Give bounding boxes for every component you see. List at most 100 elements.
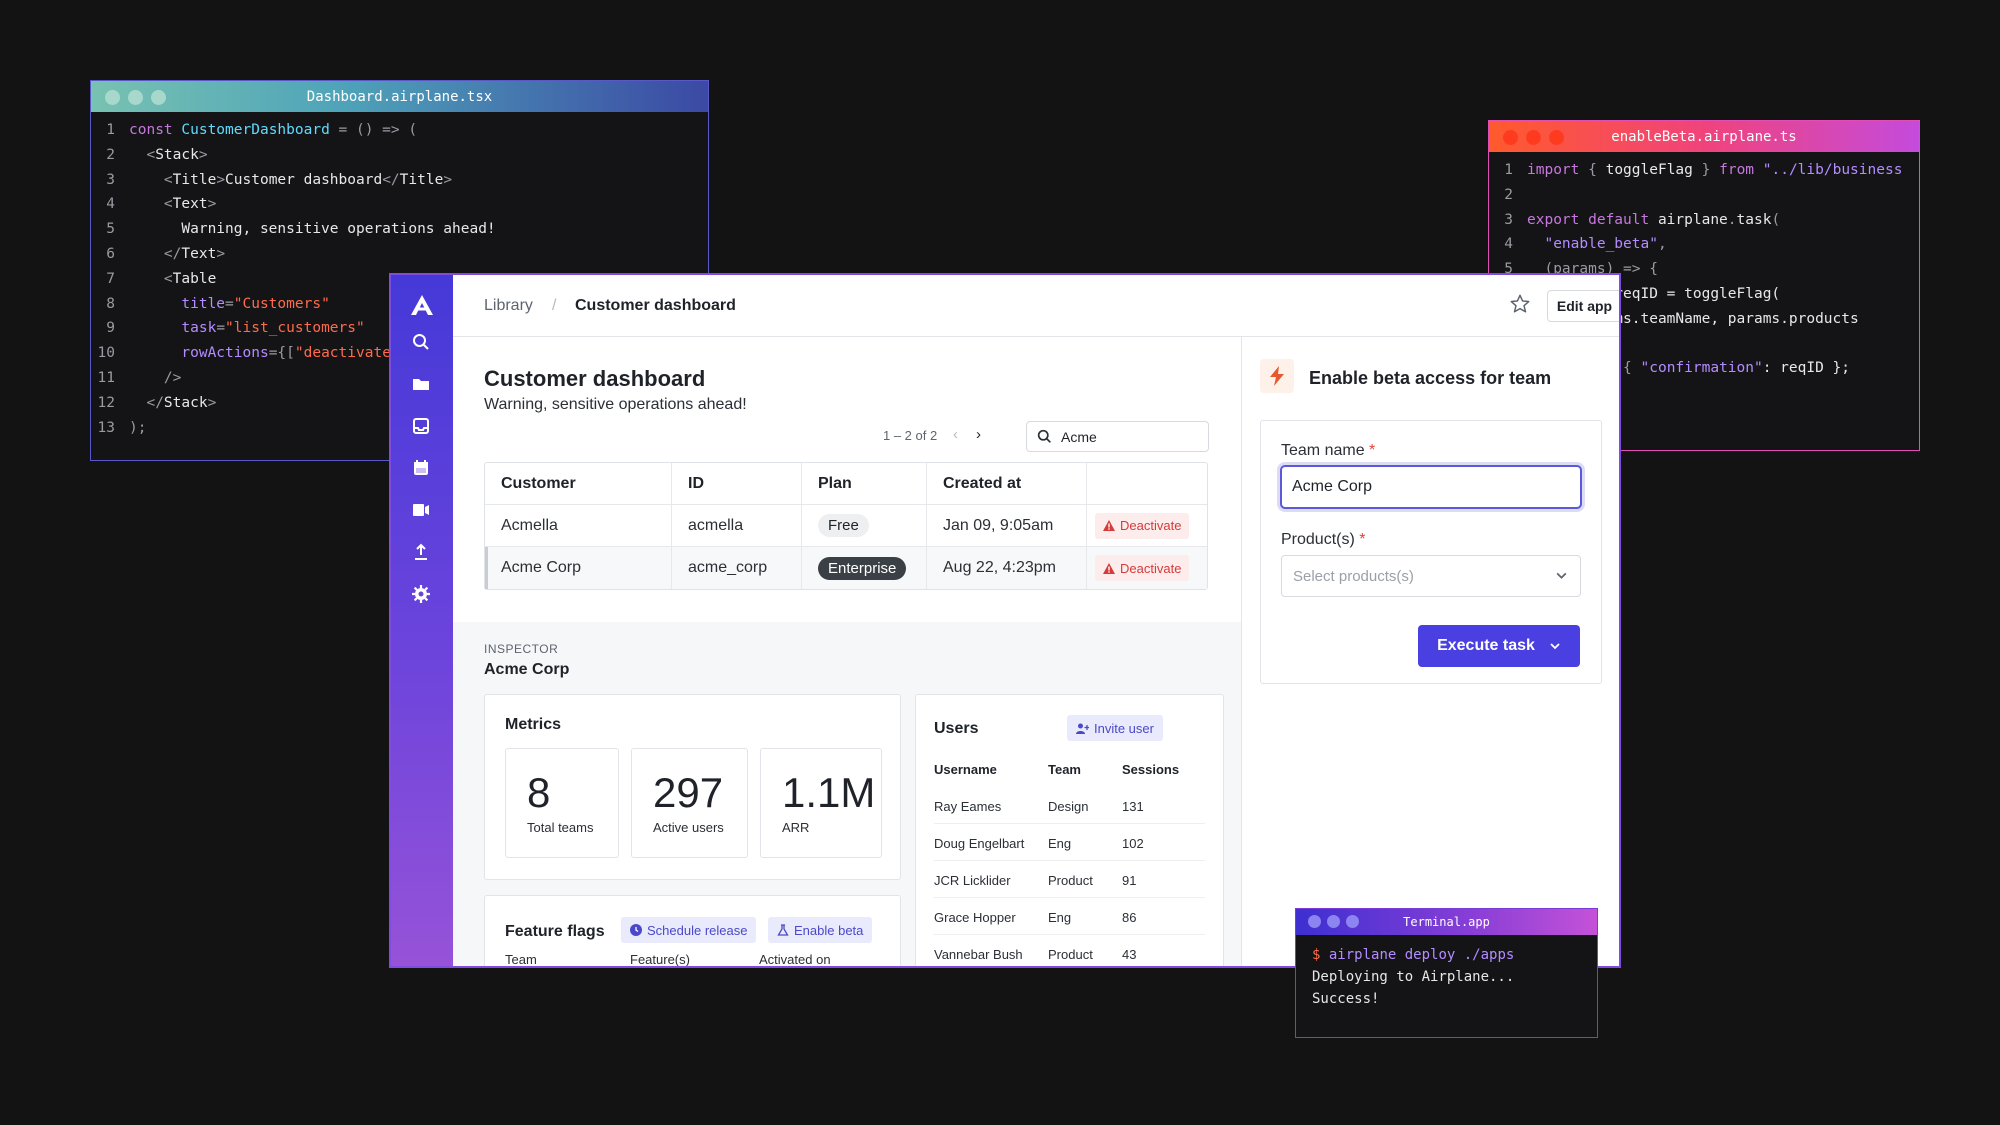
table-row-selected[interactable]: Acme Corp acme_corp Enterprise Aug 22, 4… xyxy=(485,547,1207,589)
minimize-window-icon[interactable] xyxy=(128,90,143,105)
code-line: 1 const CustomerDashboard = () => ( xyxy=(91,118,708,143)
column-header: Sessions xyxy=(1122,762,1180,777)
calendar-icon[interactable] xyxy=(410,457,432,479)
metric-value: 297 xyxy=(653,769,724,816)
inbox-icon[interactable] xyxy=(410,415,432,437)
column-header: Team xyxy=(1048,762,1081,777)
table-row[interactable]: Acmella acmella Free Jan 09, 9:05am Deac… xyxy=(485,505,1207,547)
line-number: 8 xyxy=(106,295,115,312)
code-token: } xyxy=(1692,162,1720,178)
team-cell: Eng xyxy=(1048,836,1072,851)
team-name-label-text: Team name xyxy=(1281,442,1365,459)
code-token: < xyxy=(129,270,173,287)
prev-page-icon[interactable]: ‹ xyxy=(953,426,958,443)
metric-label: Active users xyxy=(653,820,724,835)
code-token: Text xyxy=(172,196,208,213)
upload-icon[interactable] xyxy=(410,541,432,563)
search-icon[interactable] xyxy=(410,331,432,353)
code-token: </ xyxy=(129,394,164,411)
inspector-section: INSPECTOR Acme Corp Metrics 8 Total team… xyxy=(453,622,1241,966)
username-cell: Ray Eames xyxy=(934,799,1002,814)
sessions-cell: 91 xyxy=(1122,873,1137,888)
users-card: Users Invite user Username Team Sessions… xyxy=(915,694,1224,966)
code-token: "Customers" xyxy=(233,295,330,312)
action-cell: Deactivate xyxy=(1087,547,1207,589)
terminal-output[interactable]: $ airplane deploy ./apps Deploying to Ai… xyxy=(1296,935,1597,1019)
column-header: Username xyxy=(934,762,997,777)
code-token: toggleFlag xyxy=(1605,162,1693,178)
code-token: const xyxy=(129,122,182,138)
products-label: Product(s) * xyxy=(1281,531,1365,549)
table-row[interactable]: Grace Hopper Eng 86 xyxy=(934,898,1205,935)
column-header: Activated on xyxy=(759,952,831,967)
column-header[interactable]: ID xyxy=(672,463,802,504)
column-header[interactable]: Plan xyxy=(802,463,927,504)
invite-user-button[interactable]: Invite user xyxy=(1067,715,1163,741)
table-row[interactable]: JCR Licklider Product 91 xyxy=(934,861,1205,898)
code-token: Stack xyxy=(155,146,199,163)
required-mark: * xyxy=(1369,442,1376,459)
pagination-count: 1 – 2 of 2 xyxy=(883,428,938,443)
enable-beta-button[interactable]: Enable beta xyxy=(768,917,873,943)
minimize-window-icon[interactable] xyxy=(1526,130,1541,145)
metric-tile: 297 Active users xyxy=(631,748,748,858)
table-header-row: Customer ID Plan Created at xyxy=(485,463,1207,505)
id-cell: acme_corp xyxy=(672,547,802,589)
app-header: Library / Customer dashboard Edit app xyxy=(453,275,1619,337)
gear-icon[interactable] xyxy=(410,583,432,605)
close-window-icon[interactable] xyxy=(1308,915,1321,928)
breadcrumb-library[interactable]: Library xyxy=(484,297,533,314)
metrics-title: Metrics xyxy=(505,716,562,733)
table-row[interactable]: Ray Eames Design 131 xyxy=(934,787,1205,824)
close-window-icon[interactable] xyxy=(105,90,120,105)
schedule-release-button[interactable]: Schedule release xyxy=(621,917,757,943)
folder-icon[interactable] xyxy=(410,373,432,395)
feature-flags-title: Feature flags xyxy=(505,923,605,940)
execute-task-button[interactable]: Execute task xyxy=(1418,625,1580,667)
code-line: 2 < Stack > xyxy=(91,143,708,168)
code-token: title xyxy=(129,295,226,312)
airplane-logo-icon[interactable] xyxy=(408,291,436,319)
window-title: Dashboard.airplane.tsx xyxy=(306,88,493,105)
sessions-cell: 86 xyxy=(1122,910,1137,925)
close-window-icon[interactable] xyxy=(1503,130,1518,145)
maximize-window-icon[interactable] xyxy=(1346,915,1359,928)
minimize-window-icon[interactable] xyxy=(1327,915,1340,928)
products-select[interactable]: Select products(s) xyxy=(1281,555,1581,597)
code-editor[interactable]: 1 const CustomerDashboard = () => (2 < Sta… xyxy=(91,112,708,440)
code-token: . xyxy=(1727,211,1737,228)
edit-app-button[interactable]: Edit app xyxy=(1547,290,1619,322)
window-titlebar[interactable]: Dashboard.airplane.tsx xyxy=(91,81,708,112)
next-page-icon[interactable]: › xyxy=(976,426,981,443)
customer-cell: Acme Corp xyxy=(485,547,672,589)
username-cell: Vannebar Bush xyxy=(934,947,1023,962)
maximize-window-icon[interactable] xyxy=(1549,130,1564,145)
column-header[interactable]: Customer xyxy=(485,463,672,504)
deactivate-button[interactable]: Deactivate xyxy=(1095,555,1190,581)
customers-table: Customer ID Plan Created at Acmella acme… xyxy=(484,462,1208,590)
column-header[interactable]: Created at xyxy=(927,463,1087,504)
team-name-label: Team name * xyxy=(1281,442,1375,460)
code-token: import xyxy=(1527,162,1580,178)
window-titlebar[interactable]: enableBeta.airplane.ts xyxy=(1489,121,1919,152)
table-row[interactable]: Doug Engelbart Eng 102 xyxy=(934,824,1205,861)
code-token: Title xyxy=(172,171,217,188)
maximize-window-icon[interactable] xyxy=(151,90,166,105)
breadcrumb-separator: / xyxy=(552,297,557,314)
code-token: "list_customers" xyxy=(225,320,365,337)
star-icon[interactable] xyxy=(1509,293,1531,320)
line-number: 2 xyxy=(1504,186,1513,203)
metric-value: 8 xyxy=(527,769,551,816)
window-titlebar[interactable]: Terminal.app xyxy=(1296,909,1597,935)
team-cell: Product xyxy=(1048,873,1093,888)
code-token: < xyxy=(129,171,173,188)
team-name-input[interactable] xyxy=(1280,465,1582,509)
runbook-icon[interactable] xyxy=(410,499,432,521)
search-input[interactable] xyxy=(1061,426,1201,448)
line-number: 7 xyxy=(106,270,115,287)
deactivate-button[interactable]: Deactivate xyxy=(1095,512,1190,539)
products-label-text: Product(s) xyxy=(1281,531,1355,548)
table-row[interactable]: Vannebar Bush Product 43 xyxy=(934,935,1205,966)
code-token: Title xyxy=(399,171,444,188)
table-search[interactable] xyxy=(1026,421,1209,452)
